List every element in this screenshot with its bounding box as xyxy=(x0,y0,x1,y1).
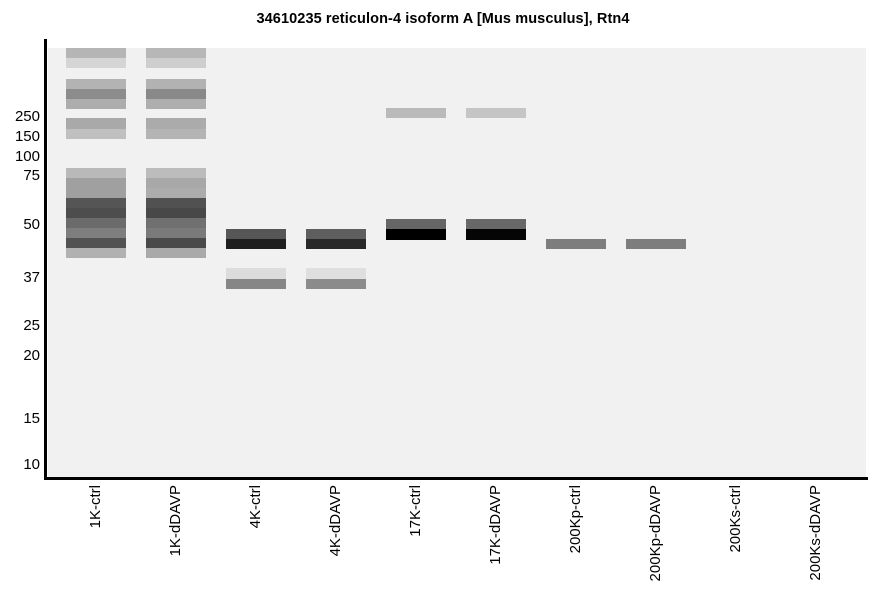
y-axis-tick-label: 250 xyxy=(14,108,40,125)
blot-band xyxy=(146,58,206,68)
lane-label: 4K-dDAVP xyxy=(327,485,344,557)
blot-band xyxy=(146,228,206,238)
y-axis-tick-label: 50 xyxy=(23,216,40,233)
blot-band xyxy=(306,279,366,289)
blot-band xyxy=(66,89,126,99)
lane-label: 1K-dDAVP xyxy=(167,485,184,557)
blot-band xyxy=(66,198,126,208)
blot-band xyxy=(66,218,126,228)
blot-band xyxy=(146,129,206,139)
blot-band xyxy=(146,198,206,208)
blot-band xyxy=(146,178,206,188)
blot-band xyxy=(146,248,206,258)
blot-band xyxy=(66,129,126,139)
blot-band xyxy=(66,48,126,58)
y-axis-tick-label: 150 xyxy=(14,128,40,145)
blot-band xyxy=(146,99,206,109)
blot-band xyxy=(466,108,526,118)
blot-band xyxy=(146,218,206,228)
blot-band xyxy=(66,168,126,178)
lane-label: 1K-ctrl xyxy=(87,485,104,529)
blot-band xyxy=(226,229,286,239)
blot-band xyxy=(306,268,366,279)
blot-band xyxy=(146,168,206,178)
blot-band xyxy=(146,79,206,89)
blot-band xyxy=(146,89,206,99)
y-axis-tick-label: 25 xyxy=(23,317,40,334)
blot-band xyxy=(466,219,526,229)
blot-band xyxy=(386,108,446,118)
y-axis-tick-label: 100 xyxy=(14,148,40,165)
lane-label: 200Ks-dDAVP xyxy=(807,485,824,581)
lane-label: 17K-dDAVP xyxy=(487,485,504,565)
blot-band xyxy=(66,58,126,68)
blot-band xyxy=(386,229,446,240)
blot-band xyxy=(386,219,446,229)
x-axis-line xyxy=(44,477,868,480)
blot-band xyxy=(66,228,126,238)
y-axis-tick-label: 20 xyxy=(23,347,40,364)
lane-label: 200Kp-ctrl xyxy=(567,485,584,554)
lane-label: 200Kp-dDAVP xyxy=(647,485,664,582)
blot-band xyxy=(466,229,526,240)
blot-band xyxy=(546,239,606,249)
blot-band xyxy=(66,238,126,248)
blot-band xyxy=(146,238,206,248)
y-axis-tick-label: 15 xyxy=(23,410,40,427)
y-axis-line xyxy=(44,39,47,480)
lane-label: 17K-ctrl xyxy=(407,485,424,537)
blot-band xyxy=(146,48,206,58)
blot-band xyxy=(306,229,366,239)
chart-title: 34610235 reticulon-4 isoform A [Mus musc… xyxy=(256,11,630,27)
blot-band xyxy=(146,188,206,198)
blot-band xyxy=(226,279,286,289)
blot-band xyxy=(66,99,126,109)
y-axis-tick-label: 10 xyxy=(23,456,40,473)
blot-band xyxy=(146,208,206,218)
blot-band xyxy=(146,118,206,129)
lane-label: 200Ks-ctrl xyxy=(727,485,744,553)
blot-band xyxy=(66,208,126,218)
blot-band xyxy=(66,118,126,129)
blot-band xyxy=(626,239,686,249)
blot-band xyxy=(226,268,286,279)
blot-band xyxy=(66,79,126,89)
blot-band xyxy=(66,248,126,258)
blot-band xyxy=(226,239,286,249)
y-axis-tick-label: 75 xyxy=(23,167,40,184)
blot-band xyxy=(306,239,366,249)
y-axis-tick-label: 37 xyxy=(23,269,40,286)
blot-band xyxy=(66,178,126,198)
lane-label: 4K-ctrl xyxy=(247,485,264,529)
